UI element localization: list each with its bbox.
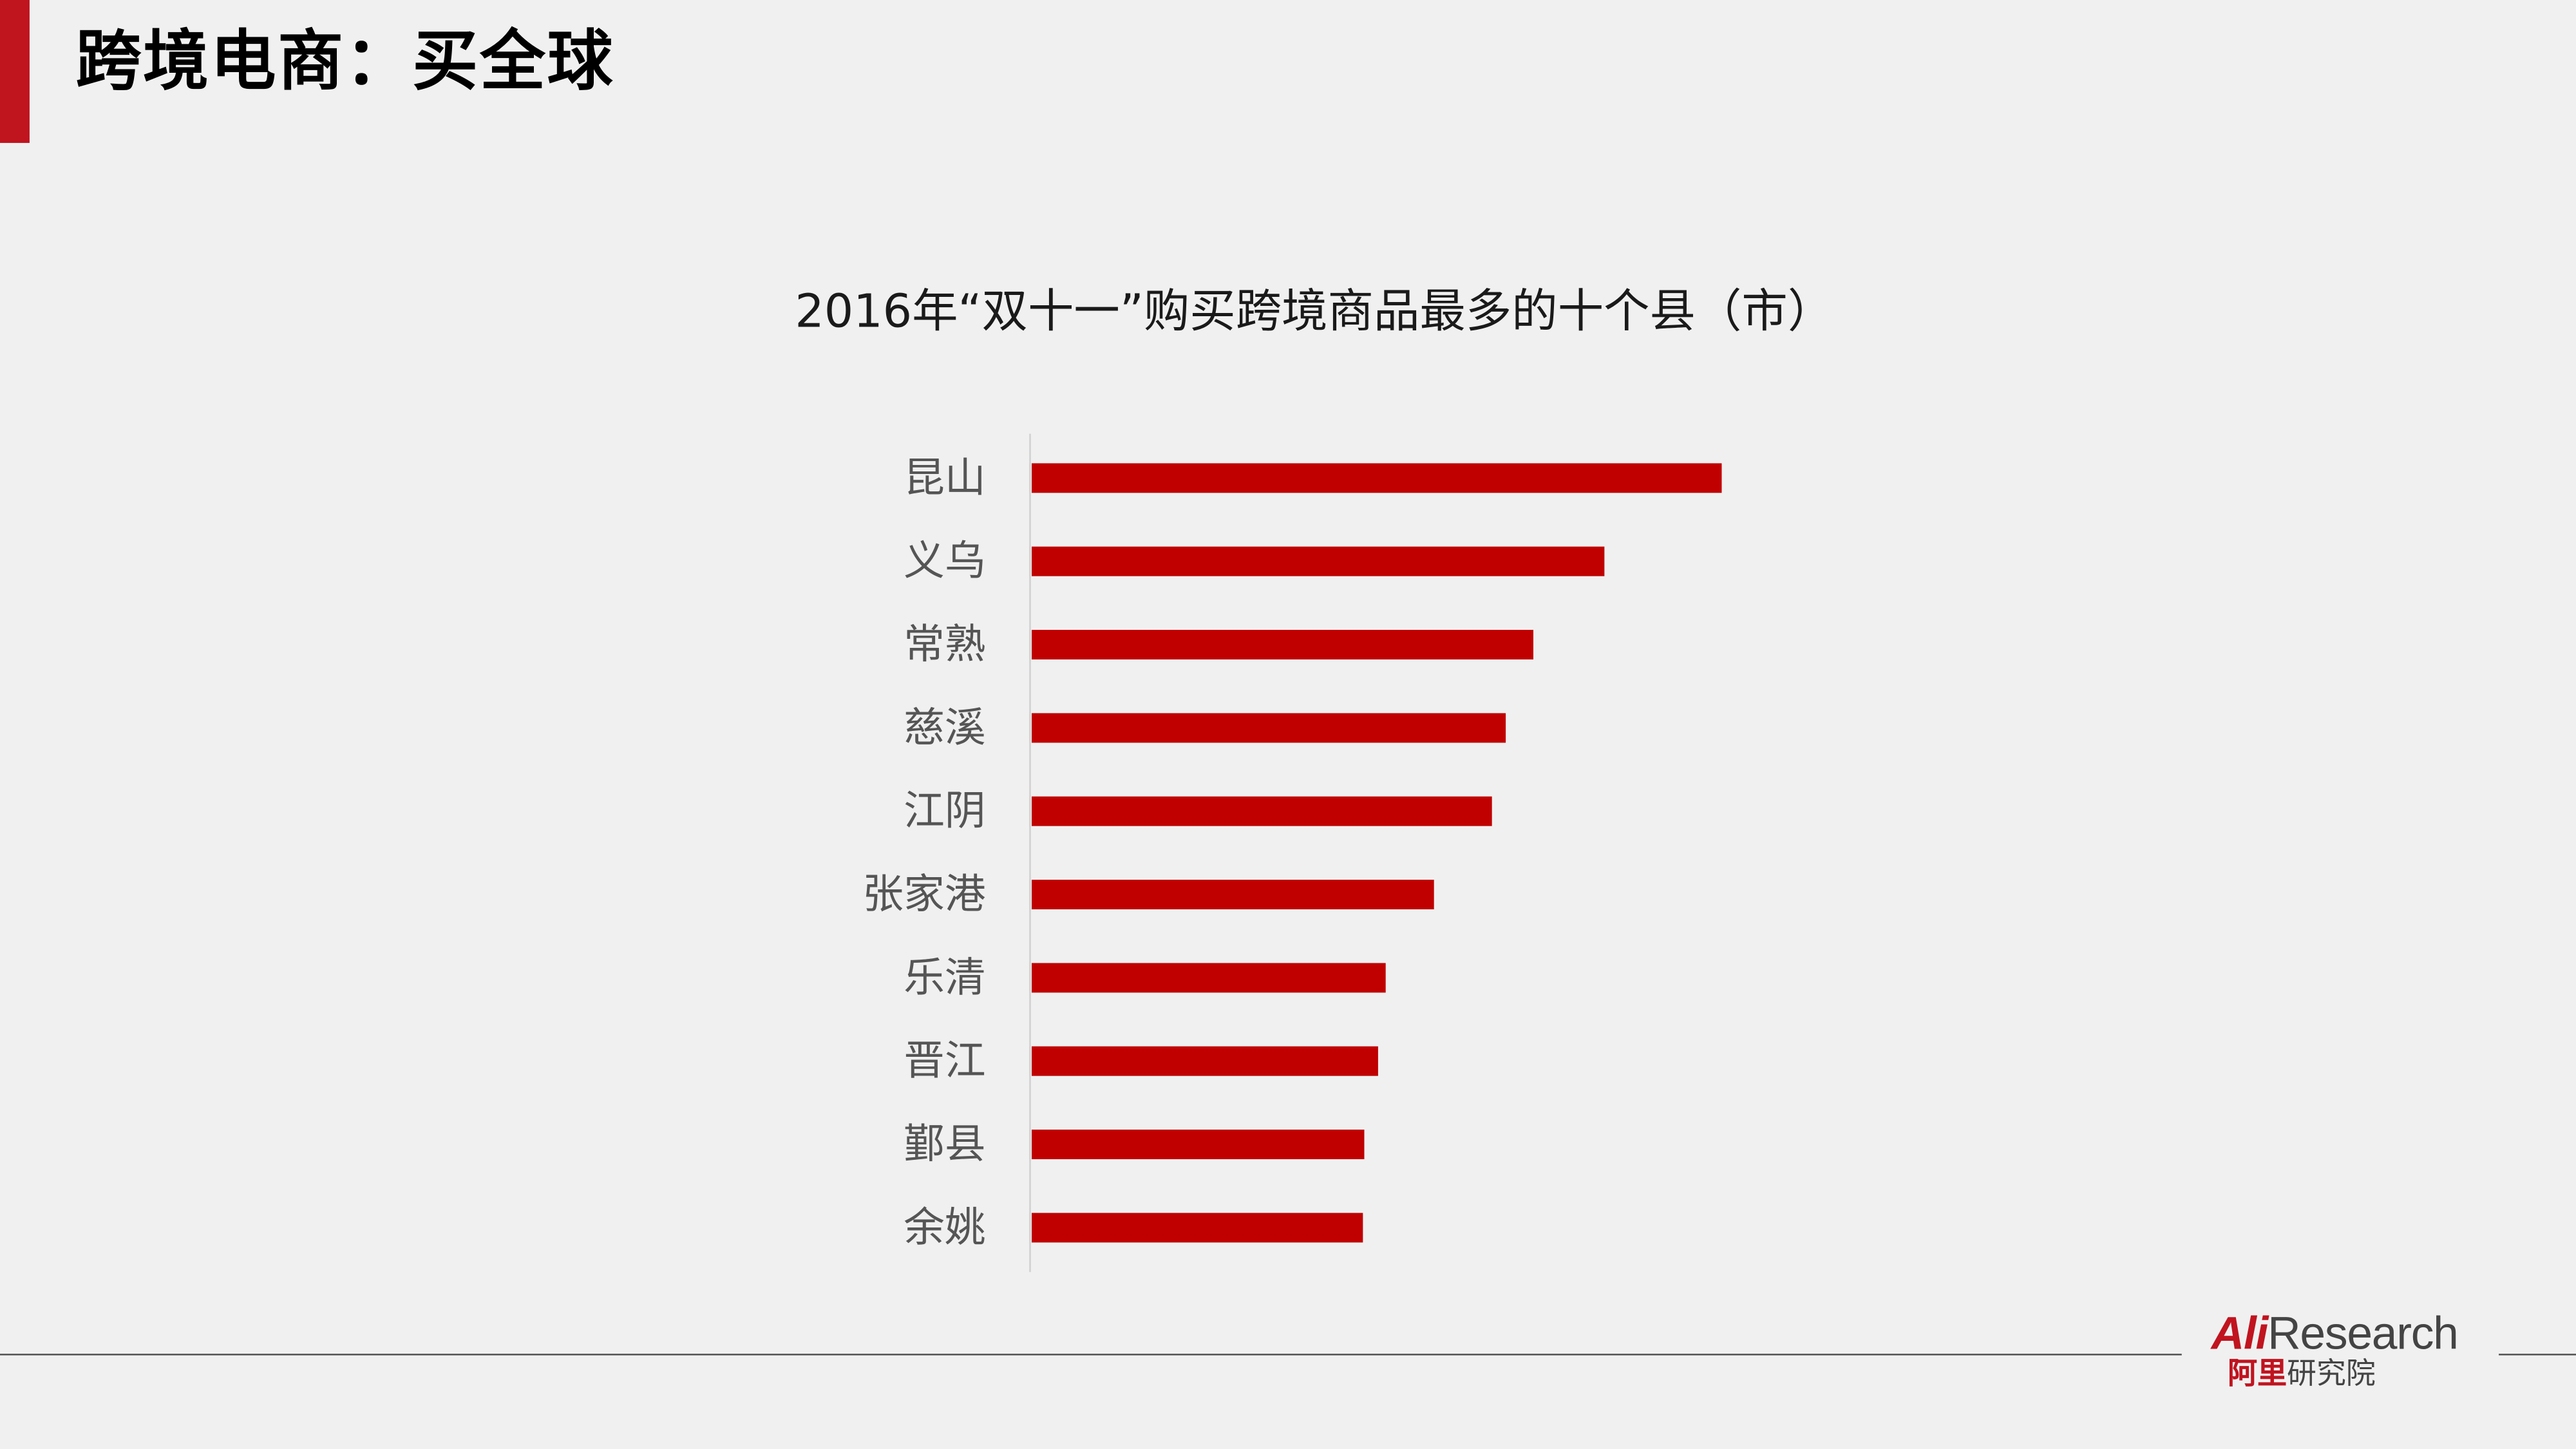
- bar: [1032, 630, 1533, 659]
- bar: [1032, 713, 1506, 743]
- category-label: 余姚: [904, 1204, 986, 1251]
- category-label: 乐清: [904, 954, 986, 1001]
- category-label: 张家港: [862, 871, 985, 918]
- aliresearch-logo: AliResearch 阿里研究院: [2211, 1308, 2494, 1400]
- bar: [1032, 463, 1722, 493]
- logo-research-text: Research: [2268, 1307, 2459, 1359]
- category-label: 昆山: [904, 454, 986, 502]
- logo-cn-institute: 研究院: [2287, 1357, 2376, 1392]
- bar: [1032, 546, 1605, 576]
- category-label: 常熟: [904, 621, 986, 668]
- category-label: 晋江: [904, 1037, 986, 1085]
- logo-ali-text: Ali: [2211, 1307, 2269, 1359]
- logo-cn-ali: 阿里: [2228, 1357, 2287, 1392]
- chart-title: 2016年“双十一”购买跨境商品最多的十个县（市）: [795, 284, 1834, 339]
- bar: [1032, 796, 1492, 826]
- category-label: 义乌: [904, 538, 986, 585]
- footer-divider-left: [0, 1354, 2182, 1356]
- bar: [1032, 880, 1434, 909]
- category-label: 慈溪: [904, 704, 986, 752]
- title-accent-bar: [0, 0, 30, 143]
- bar: [1032, 1046, 1378, 1076]
- page-title: 跨境电商：买全球: [75, 24, 615, 100]
- bar: [1032, 1213, 1363, 1243]
- bar: [1032, 963, 1386, 993]
- bar: [1032, 1130, 1365, 1159]
- footer-divider-right: [2499, 1354, 2576, 1356]
- category-label: 鄞县: [904, 1121, 986, 1168]
- category-label: 江阴: [904, 788, 986, 835]
